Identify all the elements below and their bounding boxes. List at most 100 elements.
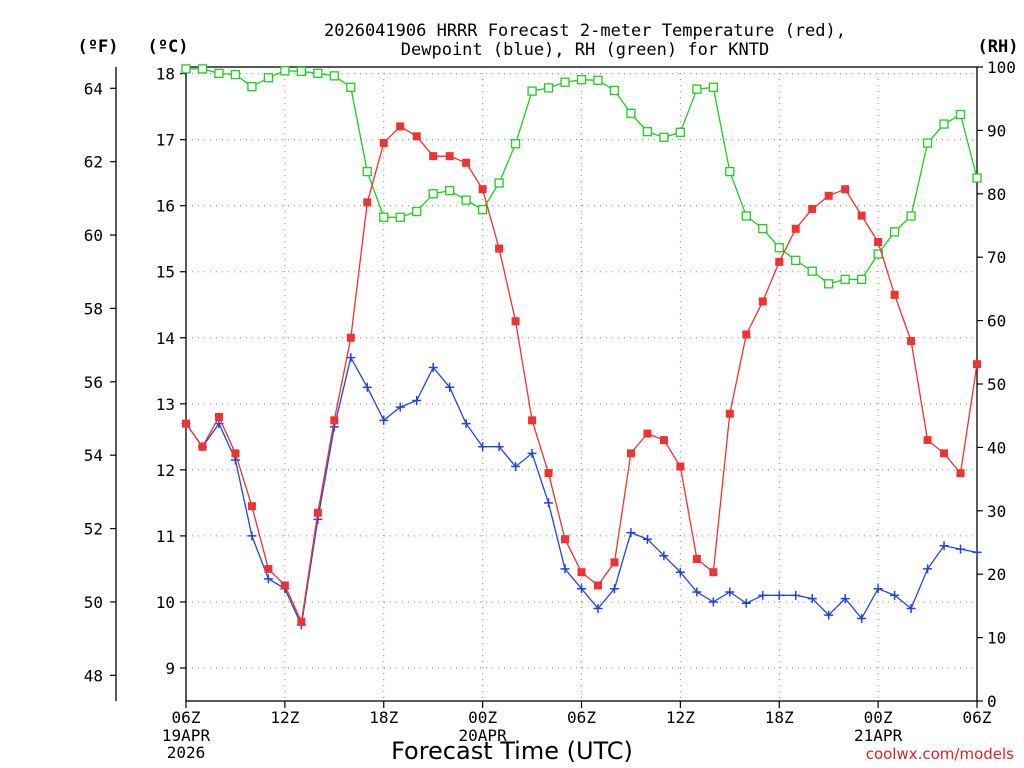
temperature-point xyxy=(907,337,916,346)
celsius-tick-label: 14 xyxy=(156,329,175,348)
temperature-point xyxy=(758,297,767,306)
dewpoint-series xyxy=(181,353,982,630)
rh-point xyxy=(197,64,208,74)
temperature-series xyxy=(182,122,981,626)
rh-point xyxy=(922,138,933,148)
rh-point xyxy=(445,185,455,196)
rh-point xyxy=(280,66,290,76)
temperature-point xyxy=(808,204,817,213)
temperature-point xyxy=(775,257,784,266)
x-axis-label: Forecast Time (UTC) xyxy=(391,737,633,765)
dewpoint-point xyxy=(840,594,850,604)
rh-point xyxy=(346,82,356,92)
rh-point xyxy=(560,77,570,87)
dewpoint-point xyxy=(544,498,554,508)
temperature-point xyxy=(429,152,438,161)
rh-point xyxy=(774,243,784,253)
rh-point xyxy=(692,84,702,94)
rh-point xyxy=(807,266,817,276)
celsius-tick-label: 11 xyxy=(156,527,175,546)
time-tick-date-label: 21APR xyxy=(854,726,903,745)
temperature-point xyxy=(214,413,223,422)
celsius-tick-label: 16 xyxy=(156,197,175,216)
time-tick-date-label: 19APR xyxy=(162,726,211,745)
rh-tick-label: 10 xyxy=(987,629,1006,648)
temperature-point xyxy=(313,508,322,517)
celsius-tick-label: 17 xyxy=(156,131,175,150)
celsius-tick-label: 9 xyxy=(165,659,175,678)
chart-title-line2: Dewpoint (blue), RH (green) for KNTD xyxy=(401,40,769,60)
time-tick-label: 06Z xyxy=(567,708,596,727)
dewpoint-point xyxy=(659,551,669,561)
celsius-axis: 9 10 11 12 13 14 15 16 17 18 xyxy=(156,65,186,678)
time-tick-label: 06Z xyxy=(963,708,992,727)
rh-tick-label: 70 xyxy=(987,248,1006,267)
temperature-point xyxy=(857,211,866,220)
rh-point xyxy=(725,166,735,177)
temperature-point xyxy=(396,122,405,131)
dewpoint-point xyxy=(824,610,834,620)
dewpoint-point xyxy=(906,604,916,614)
dewpoint-point xyxy=(857,613,867,623)
rh-point xyxy=(955,109,966,120)
rh-point xyxy=(362,166,372,177)
celsius-unit-label: (ºC) xyxy=(148,37,189,57)
temperature-point xyxy=(379,138,388,147)
dewpoint-point xyxy=(461,419,471,429)
celsius-tick-label: 15 xyxy=(156,263,175,282)
rh-point xyxy=(247,82,257,92)
dewpoint-point xyxy=(873,584,883,594)
rh-point xyxy=(576,75,587,85)
celsius-tick-label: 12 xyxy=(156,461,175,480)
dewpoint-point xyxy=(478,442,488,452)
rh-point xyxy=(939,119,949,129)
temperature-point xyxy=(247,502,256,511)
dewpoint-point xyxy=(560,564,570,574)
rh-point xyxy=(840,274,850,285)
temperature-point xyxy=(577,568,586,577)
rh-point xyxy=(510,139,521,149)
rh-unit-label: (RH) xyxy=(978,37,1019,57)
dewpoint-point xyxy=(247,531,257,541)
rh-point xyxy=(972,173,982,183)
temperature-point xyxy=(676,462,685,471)
temperature-point xyxy=(610,558,619,567)
dewpoint-point xyxy=(494,442,504,452)
rh-point xyxy=(675,127,686,137)
dewpoint-point xyxy=(890,590,900,600)
rh-point xyxy=(329,71,339,81)
dewpoint-point xyxy=(626,528,636,538)
time-tick-label: 18Z xyxy=(765,708,794,727)
temperature-point xyxy=(412,132,421,141)
dewpoint-point xyxy=(939,541,949,551)
temperature-point xyxy=(890,290,899,299)
rh-point xyxy=(296,66,307,77)
time-tick-label: 00Z xyxy=(468,708,497,727)
temperature-point xyxy=(626,449,635,458)
rh-tick-label: 80 xyxy=(987,185,1006,204)
fahrenheit-tick-label: 52 xyxy=(84,520,103,539)
dewpoint-point xyxy=(774,590,784,600)
rh-tick-label: 60 xyxy=(987,312,1006,331)
rh-point xyxy=(181,64,191,74)
rh-tick-label: 40 xyxy=(987,438,1006,457)
dewpoint-point xyxy=(956,544,966,554)
time-tick-label: 06Z xyxy=(172,708,201,727)
dewpoint-point xyxy=(527,448,537,458)
rh-point xyxy=(412,206,422,217)
fahrenheit-tick-label: 48 xyxy=(84,666,103,685)
rh-series xyxy=(181,64,982,289)
rh-point xyxy=(659,132,669,143)
dewpoint-point xyxy=(708,597,718,607)
temperature-point xyxy=(593,581,602,590)
rh-tick-label: 100 xyxy=(987,58,1016,77)
temperature-point xyxy=(231,449,240,458)
rh-point xyxy=(856,274,867,285)
rh-point xyxy=(708,82,718,92)
temperature-point xyxy=(445,152,454,161)
rh-point xyxy=(494,178,504,188)
rh-axis: 0 10 20 30 40 50 60 70 80 90 100 xyxy=(977,58,1016,711)
series-layer xyxy=(181,64,982,630)
temperature-point xyxy=(182,419,190,428)
